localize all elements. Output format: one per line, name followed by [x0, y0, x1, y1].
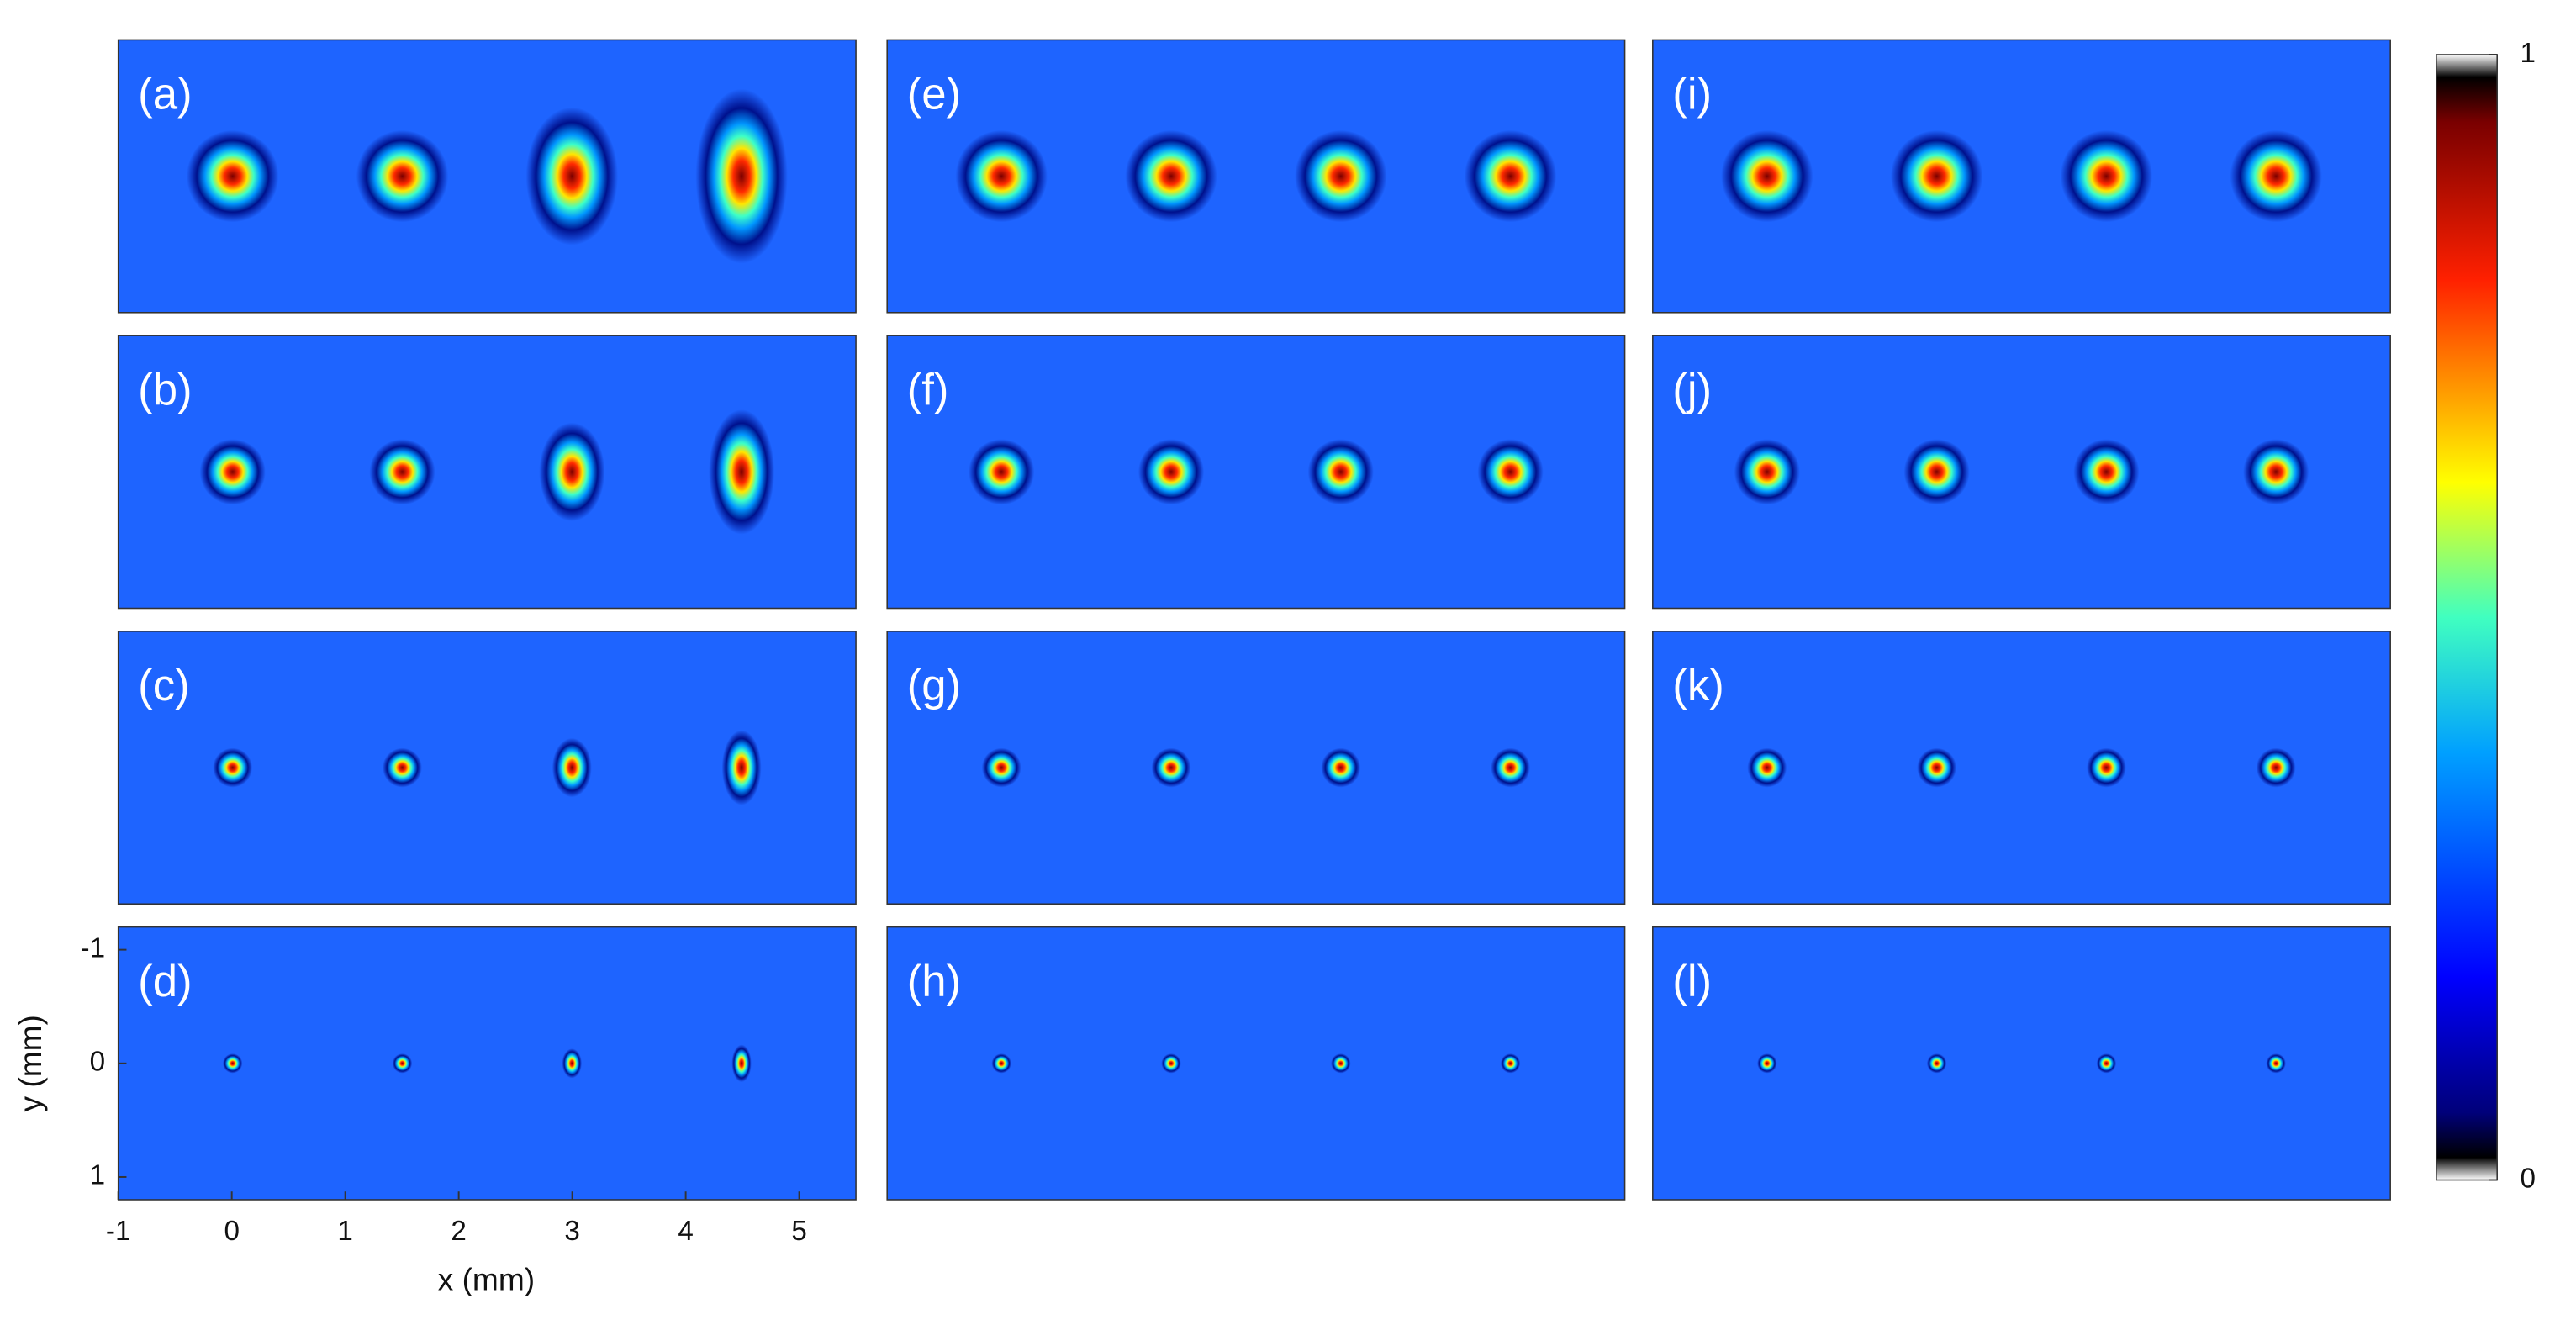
spot	[731, 1044, 752, 1083]
spot	[2086, 747, 2126, 788]
spot	[1926, 1053, 1947, 1074]
spot	[1757, 1053, 1777, 1074]
x-tick-label: 2	[451, 1216, 466, 1247]
spot	[1903, 439, 1970, 505]
spot	[1125, 129, 1217, 223]
y-tick-label: 1	[90, 1160, 105, 1191]
panel-label: (a)	[138, 70, 192, 119]
spot	[562, 1048, 583, 1079]
colorbar	[2436, 54, 2498, 1181]
spot	[525, 107, 618, 245]
spot	[1464, 129, 1557, 223]
spot	[1295, 129, 1387, 223]
panel-label: (k)	[1672, 661, 1724, 710]
panel-label: (f)	[907, 365, 949, 414]
panel-label: (j)	[1672, 365, 1712, 414]
spot	[539, 422, 605, 521]
x-tick-label: 0	[224, 1216, 239, 1247]
spot	[1161, 1053, 1181, 1074]
y-tick-label: 0	[90, 1047, 105, 1078]
spot	[2060, 129, 2153, 223]
x-tick-label: 4	[678, 1216, 693, 1247]
spot	[1734, 439, 1800, 505]
spot	[1307, 439, 1374, 505]
spot	[222, 1053, 243, 1074]
spot	[1477, 439, 1544, 505]
spot	[721, 730, 762, 805]
spot	[1917, 747, 1957, 788]
spot	[2266, 1053, 2286, 1074]
spot	[1151, 747, 1191, 788]
spot	[392, 1053, 413, 1074]
panel-label: (b)	[138, 365, 192, 414]
panel-label: (l)	[1672, 957, 1712, 1006]
x-tick-label: 3	[564, 1216, 579, 1247]
spot	[2073, 439, 2140, 505]
spot	[213, 747, 253, 788]
spot	[955, 129, 1048, 223]
spot	[1321, 747, 1361, 788]
spot	[552, 737, 592, 798]
panel-label: (c)	[138, 661, 190, 710]
spot	[1890, 129, 1983, 223]
colorbar-tick-label: 0	[2521, 1163, 2536, 1194]
panel-label: (g)	[907, 661, 961, 710]
panel-label: (e)	[907, 70, 961, 119]
spot	[2230, 129, 2322, 223]
spot	[199, 439, 266, 505]
spot	[709, 409, 775, 535]
spot	[991, 1053, 1011, 1074]
spot	[981, 747, 1021, 788]
x-tick-label: 1	[337, 1216, 352, 1247]
spot	[1747, 747, 1787, 788]
spot	[1721, 129, 1813, 223]
x-tick-label: 5	[791, 1216, 806, 1247]
spot	[2256, 747, 2296, 788]
spot	[1331, 1053, 1351, 1074]
panel-label: (d)	[138, 957, 192, 1006]
spot	[356, 129, 449, 223]
spot	[383, 747, 422, 788]
spot	[1500, 1053, 1521, 1074]
spot	[2096, 1053, 2117, 1074]
x-axis-label: x (mm)	[438, 1262, 535, 1297]
spot	[369, 439, 435, 505]
spot	[695, 88, 788, 264]
x-tick-label: -1	[106, 1216, 131, 1247]
y-tick-label: -1	[81, 932, 106, 963]
y-axis-label: y (mm)	[13, 1015, 48, 1111]
panel-label: (h)	[907, 957, 961, 1006]
spot	[1491, 747, 1531, 788]
spot	[186, 129, 279, 223]
panel-label: (i)	[1672, 70, 1712, 119]
spot	[2243, 439, 2309, 505]
spot	[1138, 439, 1205, 505]
colorbar-tick-label: 1	[2521, 38, 2536, 69]
spot	[969, 439, 1035, 505]
